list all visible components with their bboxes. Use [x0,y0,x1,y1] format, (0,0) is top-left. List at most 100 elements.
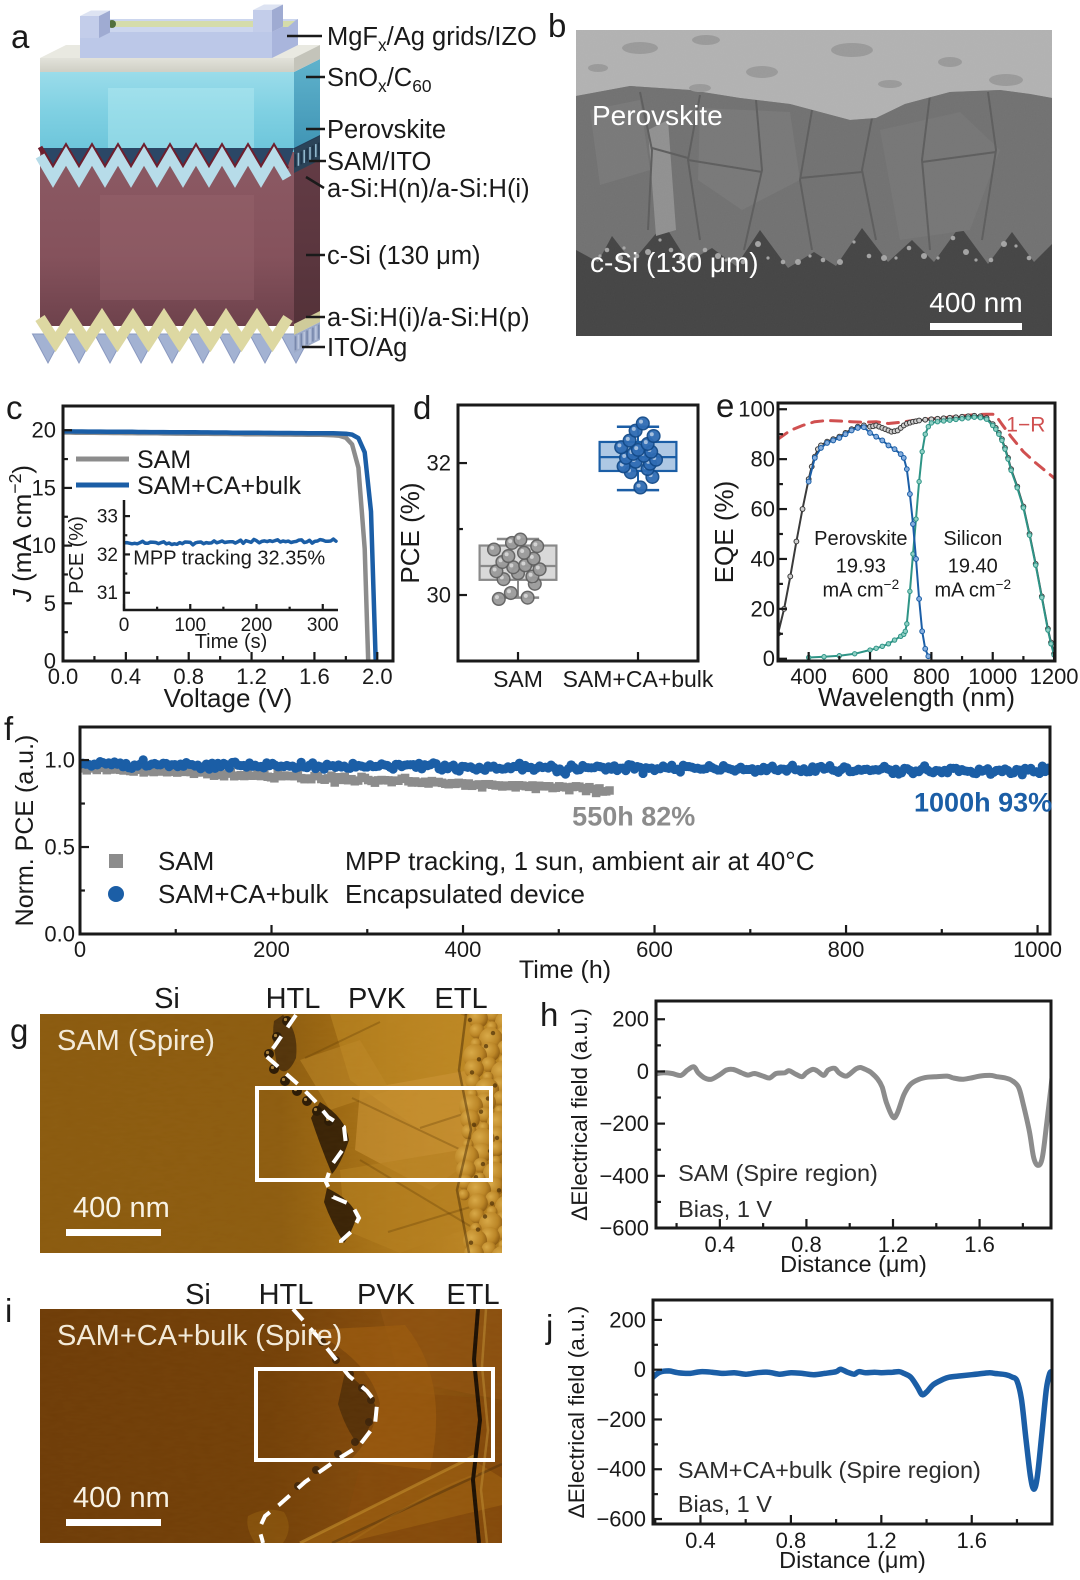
x-tick-label: 1000 [1013,937,1062,962]
x-tick-label: 1.6 [299,664,330,689]
series-sam [655,1052,1052,1168]
layer-header-label: HTL [259,1279,314,1311]
x-tick-label: 0 [74,937,86,962]
layer-label: MgFx/Ag grids/IZO [327,23,537,55]
y-tick-label: 31 [97,583,118,604]
y-axis-label: PCE (%) [395,482,425,583]
y-tick-label: −400 [599,1163,649,1188]
afm-scalebar-label: 400 nm [73,1192,170,1224]
x-tick-label: 200 [253,937,290,962]
panel-label-i: i [5,1292,13,1329]
y-tick-label: 32 [427,451,451,476]
y-tick-label: 20 [751,596,775,621]
panel-label-b: b [548,7,567,44]
x-tick-label: 1.2 [878,1232,909,1257]
highlight-box [254,1367,495,1462]
x-tick-label: 600 [636,937,673,962]
legend-label: SAM+CA+bulk [158,879,330,909]
annotation: Perovskite [814,528,907,550]
x-axis-label: Distance (μm) [780,1251,927,1277]
layer-label: a-Si:H(i)/a-Si:H(p) [327,304,530,332]
layer-label: a-Si:H(n)/a-Si:H(i) [327,175,530,203]
panel-label-h: h [540,996,559,1033]
layer-header-label: ETL [446,1279,499,1311]
sem-label-perovskite: Perovskite [592,100,723,131]
panel-label-c: c [6,389,23,426]
y-tick-label: 200 [612,1007,649,1032]
panel-label-d: d [413,389,432,426]
x-tick-label: 0.4 [705,1232,736,1257]
legend-f: SAM MPP tracking, 1 sun, ambient air at 4… [108,846,814,909]
panel-label-g: g [10,1012,29,1049]
layer-header-label: Si [185,1279,211,1311]
annotation: SAM+CA+bulk (Spire region) [678,1457,981,1483]
sem-scalebar [930,323,1022,330]
y-tick-label: 40 [751,546,775,571]
y-tick-label: 10 [32,533,56,558]
y-axis-label: ΔElectrical field (a.u.) [564,1306,589,1519]
y-tick-label: 80 [751,447,775,472]
annotation: Silicon [943,528,1002,550]
x-tick-label: 0.8 [776,1528,807,1553]
chart-j-series [652,1366,1053,1492]
boxplot-sam [478,532,558,607]
y-tick-label: 20 [32,418,56,443]
panel-label-j: j [546,1308,554,1345]
panel-label-e: e [716,387,735,424]
x-axis-label: Distance (μm) [779,1547,926,1573]
chart-h-axes: 0.4 0.8 1.2 1.6 200 0 −200 −400 −600 Distance (μm… [567,999,1053,1277]
chart-d-axes: 30 32 SAM SAM+CA+bulk PCE (%) [395,403,714,692]
annotation: mA cm−2 [934,577,1011,602]
x-tick-label: 0 [119,615,130,636]
y-tick-label: 33 [97,507,118,528]
y-tick-label: 1.0 [44,748,75,773]
y-axis-label: EQE (%) [709,481,739,584]
legend-label: SAM [137,446,191,474]
x-tick-label: 100 [174,615,206,636]
panel-b-sem-image: Perovskite c-Si (130 μm) 400 nm [576,30,1052,336]
y-tick-label: 0.0 [44,921,75,946]
afm-scalebar [66,1519,161,1526]
annotation: mA cm−2 [823,577,900,602]
panel-a-schematic: MgFx/Ag grids/IZO SnOx/C60 Perovskite SAM/I… [31,4,537,365]
x-tick-label: 1.2 [866,1528,897,1553]
x-tick-label: 1.2 [236,664,267,689]
afm-title: SAM+CA+bulk (Spire) [57,1320,342,1352]
interface-dashed-line [263,1014,362,1253]
layer-header-label: Si [154,983,180,1015]
layer-label: SnOx/C60 [327,64,431,96]
y-axis-label: PCE (%) [66,516,88,594]
annotation: Bias, 1 V [678,1196,772,1222]
x-tick-label: 0.0 [48,664,79,689]
chart-j: 0.4 0.8 1.2 1.6 200 0 −200 −400 −600 Distance (μm… [564,1298,1054,1573]
chart-f-series [79,755,1051,798]
y-tick-label: −400 [596,1457,646,1482]
legend-note: Encapsulated device [345,879,585,909]
y-tick-label: 200 [609,1307,646,1332]
y-tick-label: 60 [751,497,775,522]
y-tick-label: −600 [596,1507,646,1532]
series-sam-ca-bulk [79,755,1051,780]
y-tick-label: −200 [599,1111,649,1136]
annotation: 1−R [1006,414,1045,437]
layer-header-label: HTL [266,983,321,1015]
x-axis-label: Time (s) [195,631,268,653]
layer-label: c-Si (130 μm) [327,242,481,270]
annotation: 550h 82% [572,802,695,832]
y-tick-label: 0 [763,646,775,671]
x-axis-label: Voltage (V) [164,683,293,713]
x-tick-label: 600 [852,664,889,689]
annotation: SAM (Spire region) [678,1160,878,1186]
chart-c-axes: 0.0 0.4 0.8 1.2 1.6 2.0 0 5 10 15 20 Voltage (V) J (… [5,404,395,713]
annotation: 1000h 93% [914,788,1052,818]
legend-label: SAM [158,846,214,876]
y-tick-label: 0.5 [44,835,75,860]
x-tick-label: 300 [307,615,339,636]
afm-scalebar [66,1229,161,1236]
series-sam-ca-bulk [652,1366,1053,1492]
y-tick-label: 0 [44,648,56,673]
chart-e-axes: 400 600 800 1000 1200 0 20 40 60 80 100 Wavelength … [709,397,1079,712]
